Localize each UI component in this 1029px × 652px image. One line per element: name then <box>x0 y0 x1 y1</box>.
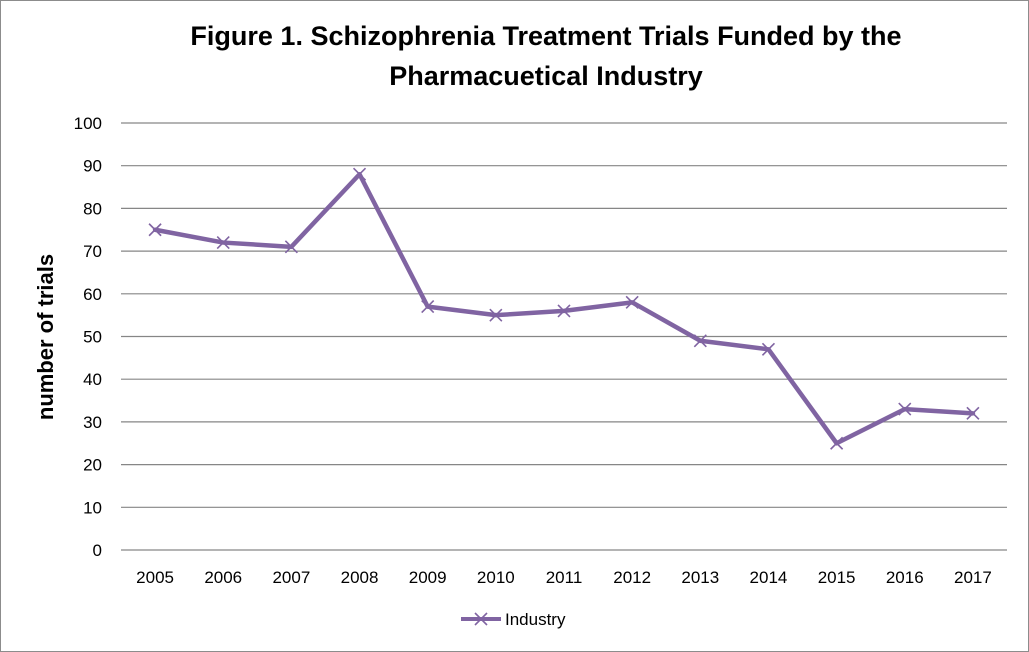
legend: Industry <box>461 610 566 629</box>
x-tick-label-2010: 2010 <box>477 568 515 587</box>
y-axis-tick-labels: 0 10 20 30 40 50 60 70 80 90 100 <box>74 114 102 560</box>
y-tick-label-90: 90 <box>83 157 102 176</box>
x-tick-label-2014: 2014 <box>750 568 788 587</box>
data-point-2011 <box>557 304 571 318</box>
x-tick-label-2016: 2016 <box>886 568 924 587</box>
y-tick-label-50: 50 <box>83 328 102 347</box>
y-tick-label-30: 30 <box>83 413 102 432</box>
y-tick-label-10: 10 <box>83 498 102 517</box>
y-tick-label-0: 0 <box>93 541 102 560</box>
x-tick-label-2007: 2007 <box>272 568 310 587</box>
data-point-2013 <box>693 334 707 348</box>
x-tick-label-2012: 2012 <box>613 568 651 587</box>
data-point-2016 <box>898 402 912 416</box>
y-axis-label: number of trials <box>33 254 58 420</box>
x-tick-label-2008: 2008 <box>341 568 379 587</box>
legend-swatch-marker <box>474 612 488 626</box>
data-point-2007 <box>284 240 298 254</box>
gridlines <box>121 122 1007 551</box>
data-point-2012 <box>625 295 639 309</box>
series-layer <box>148 167 980 450</box>
data-point-2010 <box>489 308 503 322</box>
x-tick-label-2009: 2009 <box>409 568 447 587</box>
x-tick-label-2005: 2005 <box>136 568 174 587</box>
x-tick-label-2015: 2015 <box>818 568 856 587</box>
data-point-2017 <box>966 406 980 420</box>
y-tick-label-70: 70 <box>83 242 102 261</box>
data-point-2008 <box>352 167 367 181</box>
y-tick-label-60: 60 <box>83 285 102 304</box>
data-point-2005 <box>148 223 162 237</box>
x-tick-label-2006: 2006 <box>204 568 242 587</box>
y-tick-label-40: 40 <box>83 370 102 389</box>
data-point-2015 <box>830 436 844 450</box>
y-tick-label-20: 20 <box>83 456 102 475</box>
x-tick-label-2013: 2013 <box>681 568 719 587</box>
series-line-industry <box>152 171 976 446</box>
data-point-2014 <box>761 342 776 356</box>
y-tick-label-80: 80 <box>83 199 102 218</box>
data-point-2009 <box>421 300 435 314</box>
legend-label-industry: Industry <box>505 610 566 629</box>
data-point-2006 <box>216 235 230 250</box>
x-axis-tick-labels: 2005 2006 2007 2008 2009 2010 2011 2012 2013 2014… <box>136 568 992 587</box>
x-tick-label-2011: 2011 <box>546 568 583 587</box>
chart-title-line-1: Figure 1. Schizophrenia Treatment Trials… <box>190 21 901 51</box>
chart-title-line-2: Pharmacuetical Industry <box>389 61 703 91</box>
y-tick-label-100: 100 <box>74 114 102 133</box>
x-tick-label-2017: 2017 <box>954 568 992 587</box>
